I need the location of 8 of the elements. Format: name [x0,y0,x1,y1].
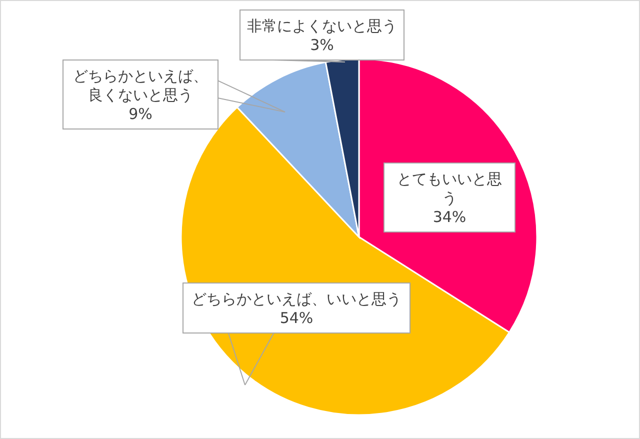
slice-label: 非常によくないと思う [247,17,397,35]
data-label: 9% [128,105,152,123]
data-label: 54% [280,309,314,327]
slice-label: どちらかといえば、良くないと思う [73,67,208,104]
slice-label: とてもいいと思う [397,170,502,207]
data-label: 34% [432,208,466,226]
slice-label: どちらかといえば、いいと思う [192,290,402,308]
data-label: 3% [310,36,334,54]
